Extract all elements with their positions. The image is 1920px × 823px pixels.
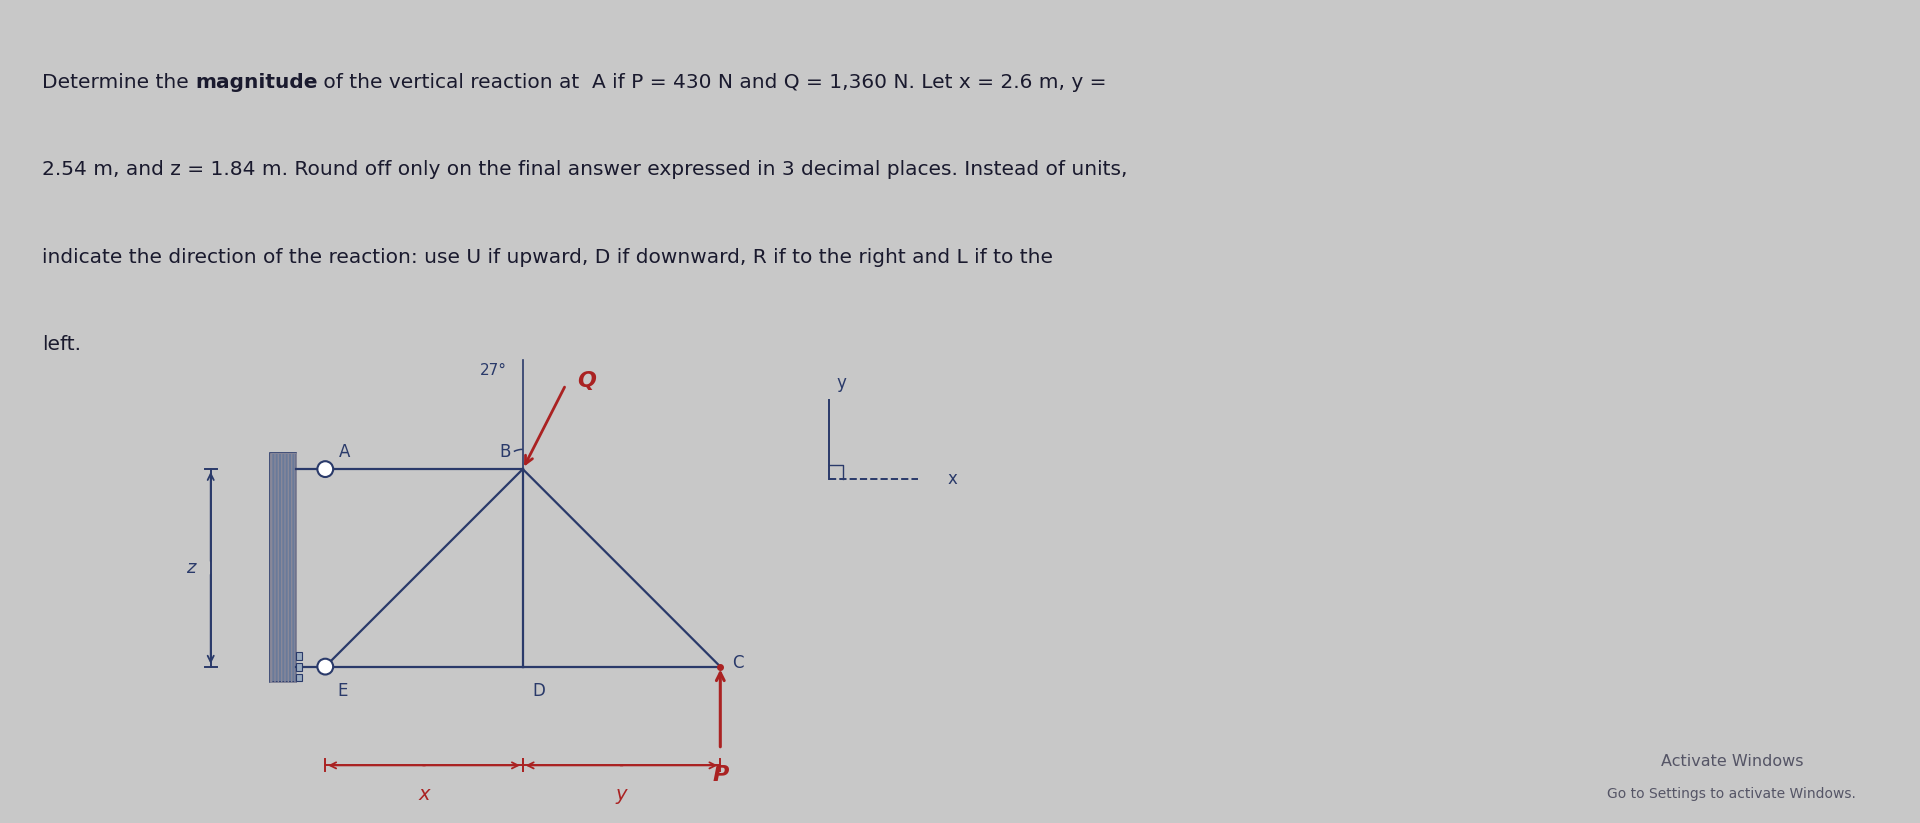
Text: x: x xyxy=(419,785,430,804)
Text: x: x xyxy=(947,470,958,488)
Text: A: A xyxy=(340,444,351,461)
Bar xyxy=(271,453,296,682)
Text: of the vertical reaction at  A if P = 430 N and Q = 1,360 N. Let x = 2.6 m, y =: of the vertical reaction at A if P = 430… xyxy=(317,72,1108,91)
Circle shape xyxy=(317,658,334,675)
Text: Activate Windows: Activate Windows xyxy=(1661,754,1803,769)
Text: y: y xyxy=(837,374,847,392)
Bar xyxy=(296,652,301,660)
Bar xyxy=(296,663,301,671)
Text: magnitude: magnitude xyxy=(196,72,317,91)
Text: y: y xyxy=(616,785,628,804)
Text: B: B xyxy=(499,444,511,461)
Text: Q: Q xyxy=(578,370,597,391)
Text: z: z xyxy=(186,559,196,577)
Text: E: E xyxy=(338,682,348,700)
Text: P: P xyxy=(712,765,728,785)
Text: 2.54 m, and z = 1.84 m. Round off only on the final answer expressed in 3 decima: 2.54 m, and z = 1.84 m. Round off only o… xyxy=(42,160,1127,179)
Text: indicate the direction of the reaction: use U if upward, D if downward, R if to : indicate the direction of the reaction: … xyxy=(42,248,1052,267)
Text: D: D xyxy=(532,682,545,700)
Text: left.: left. xyxy=(42,336,81,355)
Text: Determine the: Determine the xyxy=(42,72,196,91)
Bar xyxy=(271,453,296,682)
Circle shape xyxy=(317,461,334,477)
Text: 27°: 27° xyxy=(480,363,507,378)
Text: Go to Settings to activate Windows.: Go to Settings to activate Windows. xyxy=(1607,787,1857,802)
Bar xyxy=(296,673,301,681)
Text: C: C xyxy=(732,653,743,672)
